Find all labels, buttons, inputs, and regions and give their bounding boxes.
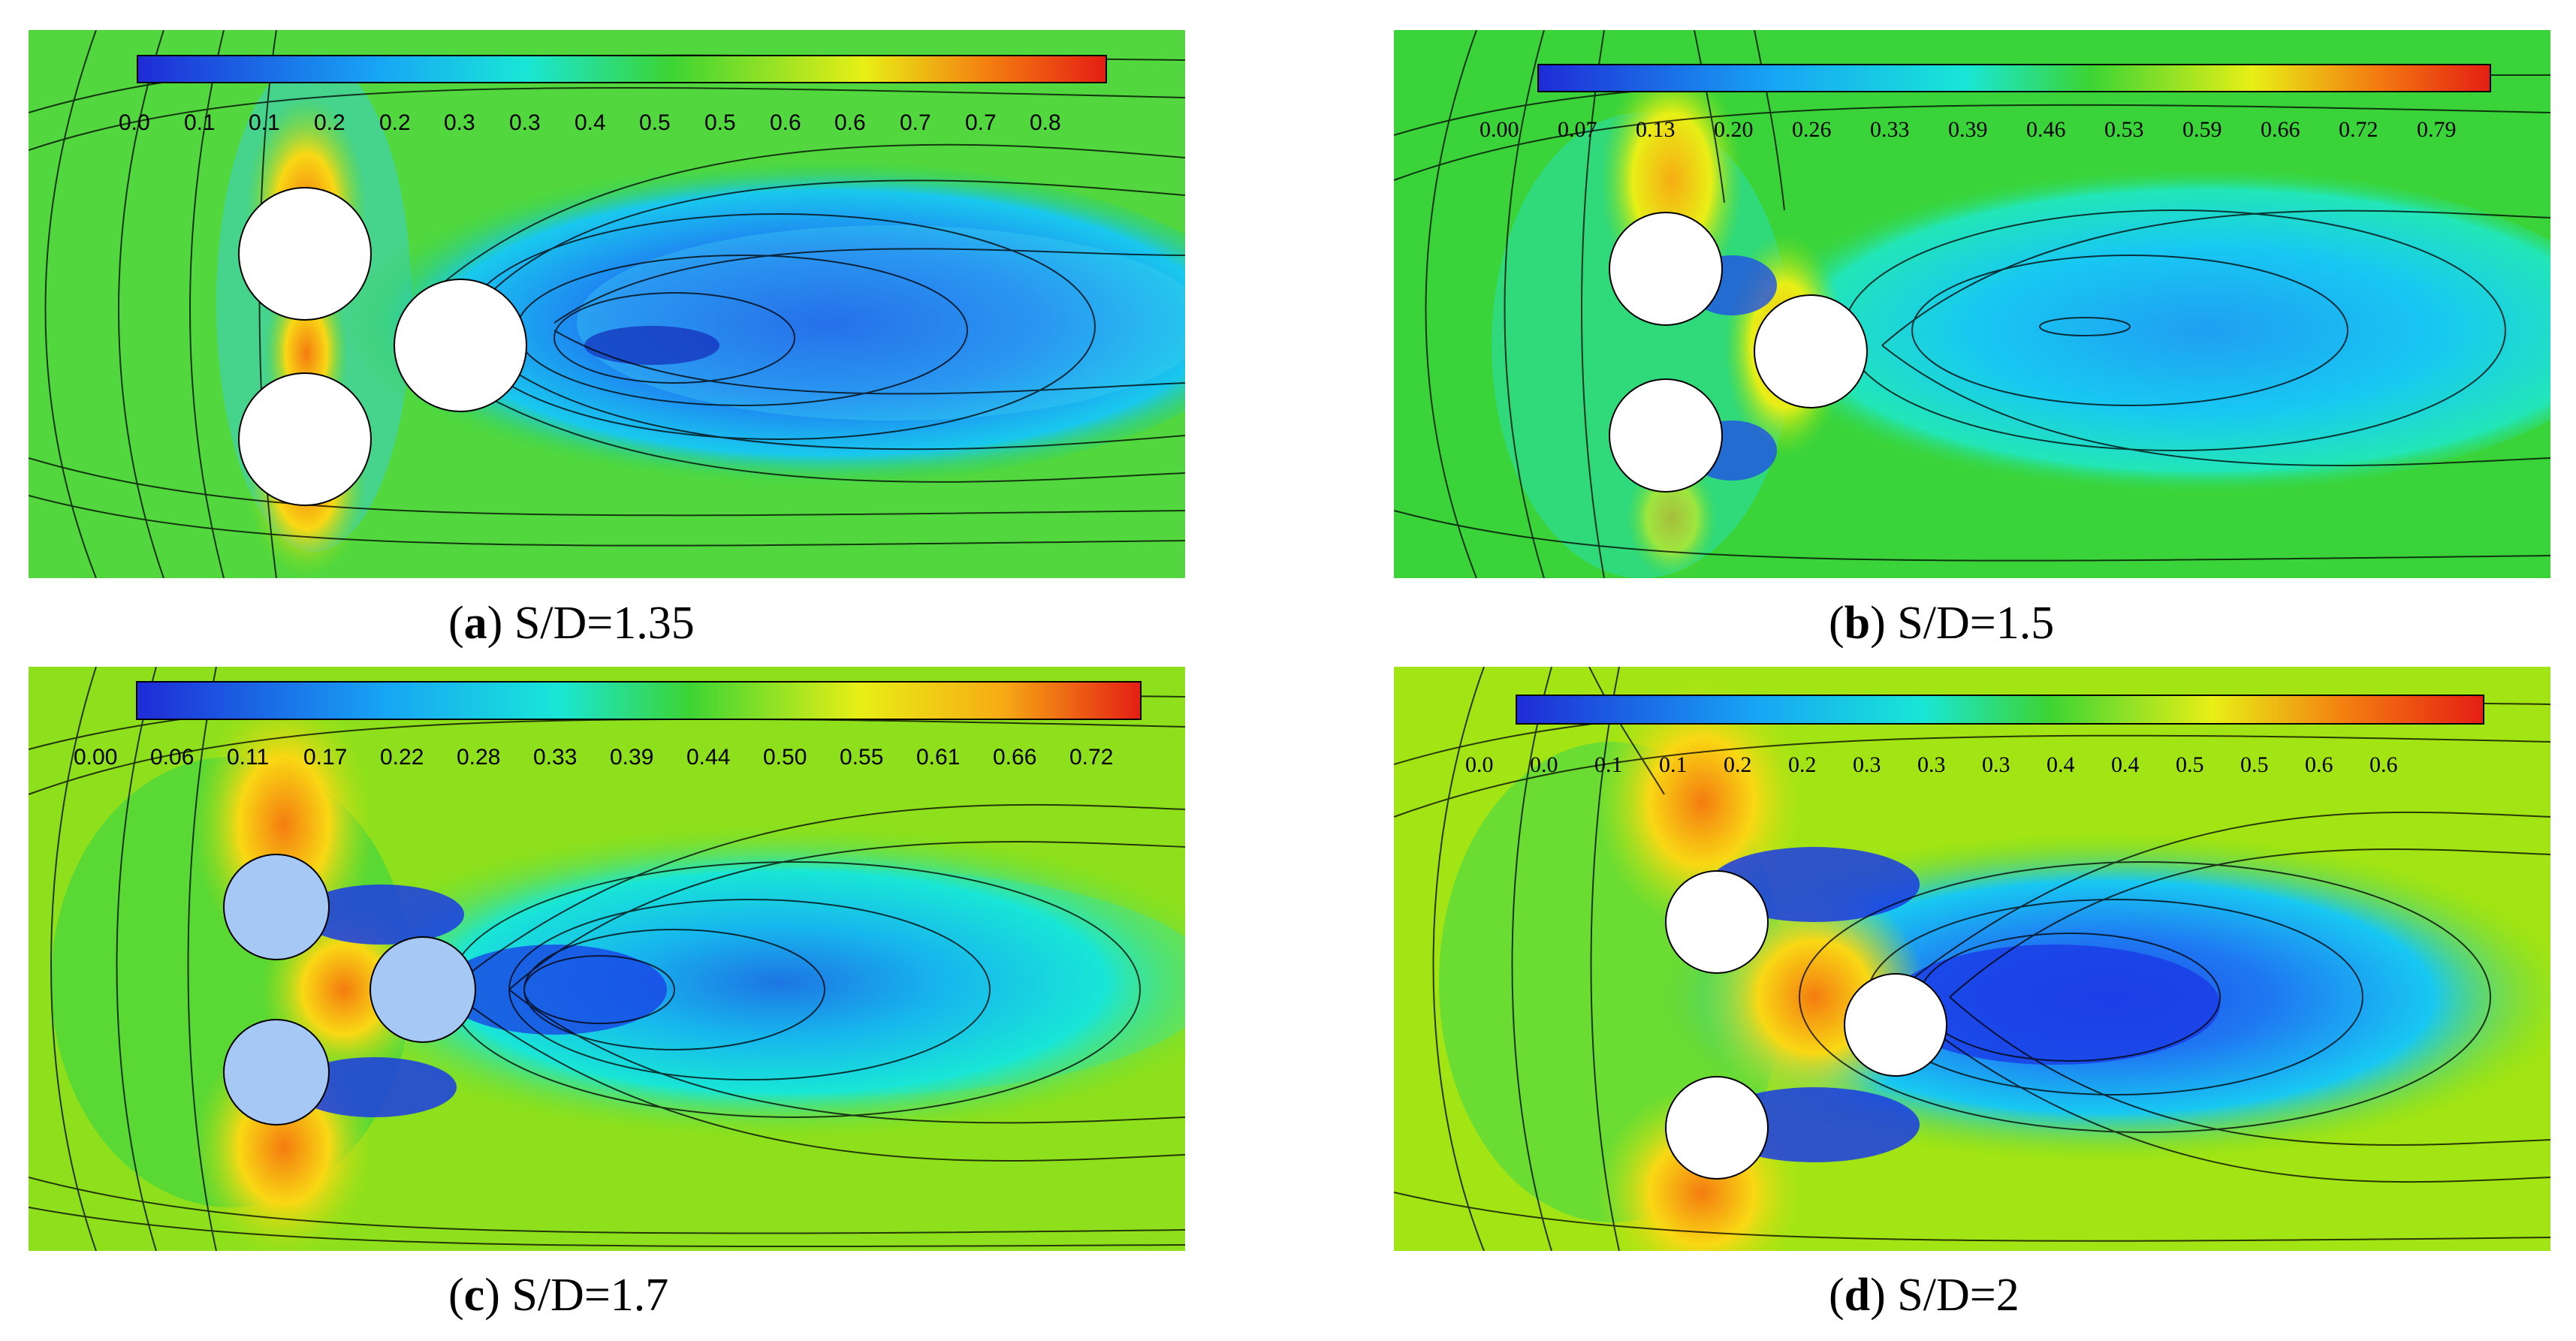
cylinder-upper	[223, 854, 330, 960]
legend-tick: 0.26	[1792, 117, 1832, 142]
legend-tick: 0.17	[303, 745, 347, 770]
legend-tick: 0.6	[2369, 752, 2398, 777]
legend-tick: 0.53	[2104, 117, 2144, 142]
panel-b: 0.00 0.07 0.13 0.20 0.26 0.33 0.39 0.46 …	[1394, 30, 2550, 578]
legend-tick: 0.1	[249, 110, 280, 135]
legend-tick: 0.4	[2047, 752, 2075, 777]
caption-letter: d	[1844, 1270, 1871, 1321]
legend-tick: 0.0	[119, 110, 150, 135]
legend-tick: 0.20	[1714, 117, 1754, 142]
legend-tick: 0.00	[1480, 117, 1519, 142]
legend-tick: 0.6	[834, 110, 866, 135]
legend-tick: 0.50	[763, 745, 807, 770]
legend-tick: 0.33	[533, 745, 577, 770]
caption-text: S/D=1.7	[511, 1270, 669, 1321]
contour-plot-c: 0.00 0.06 0.11 0.17 0.22 0.28 0.33 0.39 …	[29, 667, 1185, 1251]
legend-tick: 0.7	[900, 110, 931, 135]
legend-tick: 0.55	[840, 745, 883, 770]
cylinder-downstream	[370, 936, 476, 1043]
cylinder-lower	[238, 372, 372, 506]
legend-tick: 0.2	[314, 110, 345, 135]
caption-letter: b	[1844, 598, 1871, 649]
cylinder-lower	[223, 1019, 330, 1126]
legend-tick: 0.46	[2026, 117, 2066, 142]
legend-tick: 0.5	[2176, 752, 2204, 777]
legend-tick: 0.13	[1636, 117, 1676, 142]
legend-tick: 0.3	[444, 110, 475, 135]
legend-tick: 0.5	[704, 110, 736, 135]
caption-letter: c	[463, 1270, 485, 1321]
legend-tick: 0.7	[965, 110, 997, 135]
cylinder-upper	[238, 187, 372, 321]
legend-tick: 0.8	[1030, 110, 1061, 135]
legend-tick: 0.00	[74, 745, 117, 770]
caption-text: S/D=2	[1897, 1270, 2019, 1321]
cylinder-group-c	[223, 854, 476, 1126]
legend-tick: 0.22	[380, 745, 424, 770]
legend-tick: 0.3	[1853, 752, 1881, 777]
legend-tick: 0.5	[2240, 752, 2269, 777]
cylinder-group-a	[238, 187, 527, 506]
legend-tick: 0.44	[686, 745, 730, 770]
caption-d: (d) S/D=2	[1829, 1270, 2019, 1321]
legend-tick: 0.11	[227, 745, 269, 770]
cylinder-group-d	[1665, 870, 1947, 1180]
cylinder-downstream	[394, 279, 527, 412]
legend-tick: 0.66	[993, 745, 1036, 770]
legend-tick: 0.1	[1594, 752, 1623, 777]
caption-c: (c) S/D=1.7	[448, 1270, 669, 1321]
panel-a: 0.0 0.1 0.1 0.2 0.2 0.3 0.3 0.4 0.5 0.5 …	[29, 30, 1185, 578]
caption-a: (a) S/D=1.35	[448, 598, 695, 649]
panel-d: 0.0 0.0 0.1 0.1 0.2 0.2 0.3 0.3 0.3 0.4 …	[1394, 667, 2550, 1251]
legend-tick: 0.39	[1948, 117, 1988, 142]
legend-tick: 0.72	[1069, 745, 1113, 770]
cylinder-lower	[1609, 378, 1723, 493]
caption-letter: a	[463, 598, 487, 649]
legend-tick: 0.0	[1530, 752, 1558, 777]
legend-tick: 0.3	[1982, 752, 2010, 777]
legend-tick: 0.6	[2305, 752, 2333, 777]
legend-tick: 0.0	[1465, 752, 1494, 777]
legend-tick: 0.79	[2417, 117, 2457, 142]
contour-plot-d: 0.0 0.0 0.1 0.1 0.2 0.2 0.3 0.3 0.3 0.4 …	[1394, 667, 2550, 1251]
legend-tick: 0.3	[1917, 752, 1946, 777]
legend-tick: 0.39	[610, 745, 653, 770]
legend-tick: 0.59	[2182, 117, 2222, 142]
legend-tick: 0.72	[2339, 117, 2378, 142]
legend-tick: 0.6	[770, 110, 801, 135]
caption-text: S/D=1.35	[514, 598, 695, 649]
legend-tick: 0.1	[184, 110, 216, 135]
legend-tick: 0.1	[1659, 752, 1688, 777]
cylinder-lower	[1665, 1076, 1769, 1180]
cylinder-downstream	[1844, 973, 1947, 1077]
legend-tick: 0.07	[1558, 117, 1597, 142]
contour-plot-a: 0.0 0.1 0.1 0.2 0.2 0.3 0.3 0.4 0.5 0.5 …	[29, 30, 1185, 578]
contour-plot-b: 0.00 0.07 0.13 0.20 0.26 0.33 0.39 0.46 …	[1394, 30, 2550, 578]
legend-tick: 0.3	[509, 110, 541, 135]
legend-tick: 0.28	[457, 745, 500, 770]
legend-tick: 0.33	[1870, 117, 1910, 142]
legend-tick: 0.66	[2261, 117, 2300, 142]
cylinder-upper	[1609, 212, 1723, 326]
caption-b: (b) S/D=1.5	[1829, 598, 2055, 649]
cylinder-downstream	[1754, 294, 1868, 408]
legend-tick: 0.4	[575, 110, 606, 135]
caption-text: S/D=1.5	[1897, 598, 2055, 649]
legend-tick: 0.06	[150, 745, 194, 770]
panel-c: 0.00 0.06 0.11 0.17 0.22 0.28 0.33 0.39 …	[29, 667, 1185, 1251]
legend-tick: 0.2	[379, 110, 411, 135]
legend-tick: 0.2	[1724, 752, 1752, 777]
legend-tick: 0.5	[639, 110, 671, 135]
cylinder-group-b	[1609, 212, 1868, 493]
cylinder-upper	[1665, 870, 1769, 974]
legend-tick: 0.4	[2111, 752, 2140, 777]
legend-tick: 0.61	[916, 745, 960, 770]
legend-tick: 0.2	[1788, 752, 1817, 777]
